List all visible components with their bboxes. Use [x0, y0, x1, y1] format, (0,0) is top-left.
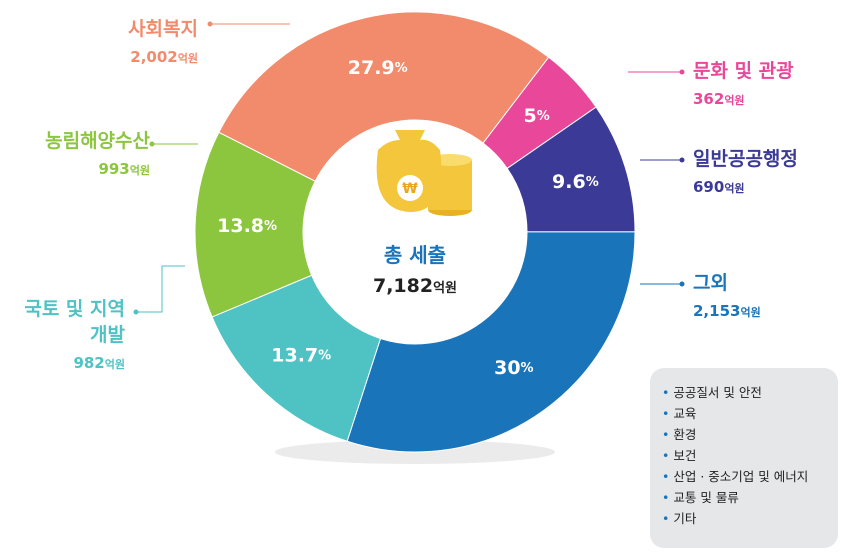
category-label: 국토 및 지역개발	[15, 296, 125, 348]
amount-label: 2,002억원	[130, 48, 198, 66]
percent-value: 13.8	[217, 214, 264, 236]
amount-value: 690	[693, 178, 724, 196]
category-label: 사회복지	[128, 16, 198, 42]
percent-unit: %	[318, 348, 331, 363]
money-icon: ₩	[377, 130, 472, 216]
other-item: 교육	[662, 403, 838, 424]
other-item: 환경	[662, 424, 838, 445]
percent-label: 27.9%	[348, 57, 408, 79]
other-item: 공공질서 및 안전	[662, 382, 838, 403]
percent-value: 30	[494, 356, 520, 378]
amount-label: 982억원	[73, 354, 125, 372]
amount-label: 690억원	[693, 178, 745, 196]
amount-unit: 억원	[130, 164, 150, 177]
leader-dot	[208, 22, 213, 27]
percent-label: 13.8%	[217, 214, 277, 236]
other-item: 교통 및 물류	[662, 487, 838, 508]
other-legend: 공공질서 및 안전교육환경보건산업 · 중소기업 및 에너지교통 및 물류기타	[650, 368, 838, 548]
amount-label: 362억원	[693, 90, 745, 108]
percent-unit: %	[264, 218, 277, 233]
leader-dot	[150, 142, 155, 147]
amount-unit: 억원	[724, 94, 744, 107]
page: ₩ 총 세출 7,182억원 5%9.6%30%13.7%13.8%27.9% …	[0, 0, 847, 555]
other-item: 산업 · 중소기업 및 에너지	[662, 466, 838, 487]
leader-dot	[680, 70, 685, 75]
amount-label: 2,153억원	[693, 302, 761, 320]
category-label: 그외	[693, 270, 728, 296]
amount-unit: 억원	[740, 306, 760, 319]
percent-value: 9.6	[552, 170, 586, 192]
leader-dot	[680, 282, 685, 287]
percent-unit: %	[521, 360, 534, 375]
percent-label: 5%	[524, 105, 550, 127]
percent-label: 9.6%	[552, 170, 599, 192]
percent-label: 13.7%	[271, 344, 331, 366]
percent-value: 5	[524, 105, 537, 127]
leader-dot	[680, 158, 685, 163]
category-label: 농림해양수산	[45, 128, 150, 154]
amount-value: 2,002	[130, 48, 177, 66]
category-label: 일반공공행정	[693, 146, 798, 172]
amount-label: 993억원	[98, 160, 150, 178]
amount-value: 2,153	[693, 302, 740, 320]
center-total: 7,182억원	[373, 275, 457, 297]
percent-value: 27.9	[348, 57, 395, 79]
amount-value: 982	[73, 354, 104, 372]
percent-unit: %	[586, 174, 599, 189]
percent-unit: %	[395, 61, 408, 76]
percent-label: 30%	[494, 356, 533, 378]
other-item: 기타	[662, 508, 838, 529]
center-title: 총 세출	[384, 243, 446, 267]
unit: 억원	[433, 281, 457, 296]
other-item: 보건	[662, 445, 838, 466]
svg-text:₩: ₩	[402, 181, 418, 197]
percent-unit: %	[537, 109, 550, 124]
leader-dot	[134, 310, 139, 315]
leader-line	[136, 266, 185, 312]
category-label: 문화 및 관광	[693, 58, 794, 84]
amount-value: 993	[98, 160, 129, 178]
amount-unit: 억원	[178, 52, 198, 65]
amount-value: 362	[693, 90, 724, 108]
amount-unit: 억원	[105, 358, 125, 371]
total: 7,182	[373, 275, 433, 297]
amount-unit: 억원	[724, 182, 744, 195]
percent-value: 13.7	[271, 344, 318, 366]
